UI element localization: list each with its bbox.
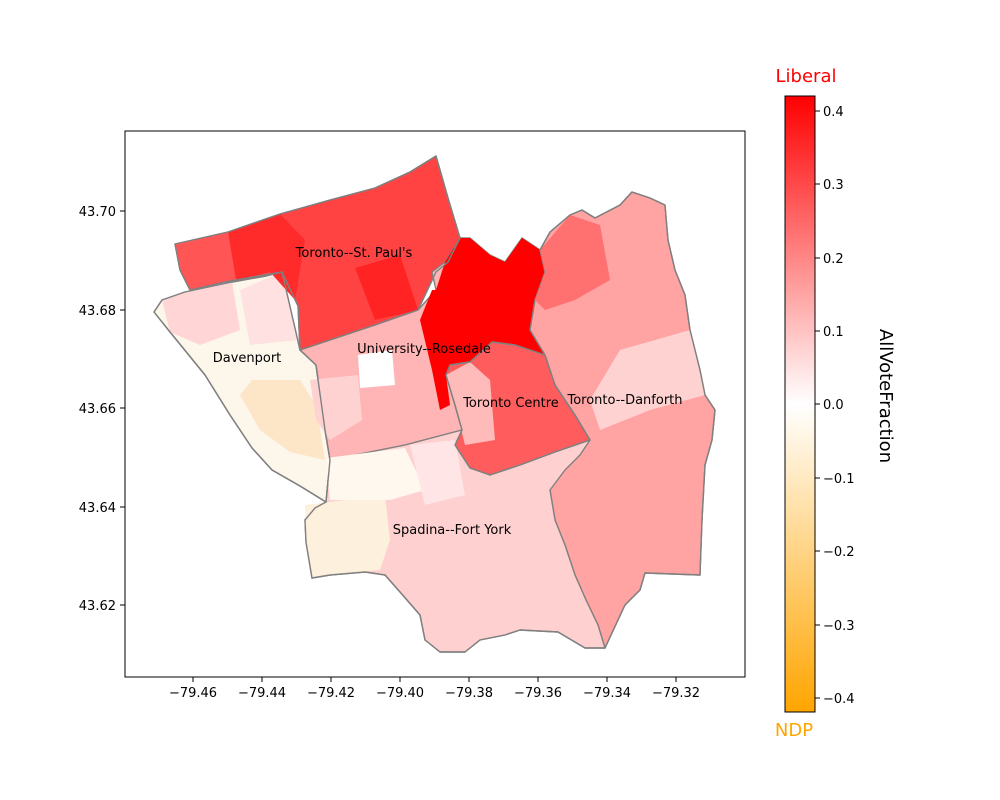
colorbar-tick: 0.1 xyxy=(815,325,844,340)
colorbar-tick: −0.3 xyxy=(815,619,855,634)
x-tick: −79.34 xyxy=(583,677,631,701)
x-tick-label: −79.42 xyxy=(307,686,355,701)
y-tick: 43.70 xyxy=(79,205,125,220)
colorbar-tick-label: −0.3 xyxy=(823,619,855,634)
colorbar-tick: 0.0 xyxy=(815,398,844,413)
district-label: Toronto--Danforth xyxy=(566,393,682,408)
district-label: Spadina--Fort York xyxy=(393,523,512,538)
colorbar-tick: 0.2 xyxy=(815,252,844,267)
colorbar-tick: −0.2 xyxy=(815,545,855,560)
x-tick-label: −79.40 xyxy=(376,686,424,701)
y-tick: 43.68 xyxy=(79,304,125,319)
x-tick-label: −79.36 xyxy=(514,686,562,701)
y-tick-label: 43.62 xyxy=(79,599,116,614)
colorbar-tick: −0.1 xyxy=(815,472,855,487)
x-tick-label: −79.38 xyxy=(445,686,493,701)
x-tick: −79.40 xyxy=(376,677,424,701)
st-pauls-subarea xyxy=(355,255,418,320)
spadina-subarea xyxy=(305,495,390,578)
colorbar-tick-label: −0.2 xyxy=(823,545,855,560)
centre-subarea xyxy=(446,362,495,445)
colorbar-tick-label: 0.4 xyxy=(823,105,844,120)
x-axis: −79.46 −79.44 −79.42 −79.40 −79.38 −79.3… xyxy=(169,677,700,701)
x-tick: −79.36 xyxy=(514,677,562,701)
colorbar-tick-label: 0.1 xyxy=(823,325,844,340)
rosedale-subarea xyxy=(358,350,395,388)
y-tick-label: 43.68 xyxy=(79,304,116,319)
spadina-subarea xyxy=(410,440,465,505)
davenport-subarea xyxy=(240,380,325,460)
colorbar-tick-label: −0.4 xyxy=(823,692,855,707)
davenport-subarea xyxy=(162,282,240,345)
x-tick: −79.38 xyxy=(445,677,493,701)
colorbar-tick: 0.4 xyxy=(815,105,844,120)
district-boundaries xyxy=(153,155,716,653)
davenport-subarea xyxy=(240,272,298,345)
colorbar-tick-label: 0.2 xyxy=(823,252,844,267)
danforth-subarea xyxy=(535,215,610,310)
y-tick-label: 43.70 xyxy=(79,205,116,220)
x-tick: −79.32 xyxy=(652,677,700,701)
colorbar-top-label: Liberal xyxy=(776,66,837,87)
district-label: Toronto--St. Paul's xyxy=(295,246,413,261)
x-tick: −79.44 xyxy=(238,677,286,701)
colorbar-bottom-label: NDP xyxy=(775,720,813,741)
colorbar-tick-label: −0.1 xyxy=(823,472,855,487)
district-label: Toronto Centre xyxy=(462,396,559,411)
danforth-subarea xyxy=(590,330,705,430)
y-tick-label: 43.66 xyxy=(79,402,116,417)
x-tick-label: −79.34 xyxy=(583,686,631,701)
y-axis: 43.62 43.64 43.66 43.68 43.70 xyxy=(79,205,125,614)
spadina-subarea xyxy=(326,448,425,500)
x-tick: −79.46 xyxy=(169,677,217,701)
y-tick: 43.62 xyxy=(79,599,125,614)
y-tick-label: 43.64 xyxy=(79,501,116,516)
colorbar-gradient xyxy=(784,95,816,713)
rosedale-subarea xyxy=(310,375,362,440)
x-tick-label: −79.44 xyxy=(238,686,286,701)
x-tick-label: −79.32 xyxy=(652,686,700,701)
y-tick: 43.64 xyxy=(79,501,125,516)
colorbar-tick: −0.4 xyxy=(815,692,855,707)
x-tick-label: −79.46 xyxy=(169,686,217,701)
y-tick: 43.66 xyxy=(79,402,125,417)
district-label: University--Rosedale xyxy=(357,342,491,357)
district-label: Davenport xyxy=(213,351,282,366)
colorbar-tick-label: 0.3 xyxy=(823,178,844,193)
colorbar-tick-label: 0.0 xyxy=(823,398,844,413)
colorbar: Liberal NDP 0.4 0.3 0.2 0.1 0.0 −0.1 −0.… xyxy=(775,66,896,741)
district-labels: Toronto--St. Paul's University--Rosedale… xyxy=(213,246,683,538)
st-pauls-subarea xyxy=(175,232,236,290)
colorbar-tick: 0.3 xyxy=(815,178,844,193)
rosedale-subarea xyxy=(420,238,545,410)
colorbar-title: AllVoteFraction xyxy=(875,329,896,463)
district-polygons xyxy=(153,155,716,653)
x-tick: −79.42 xyxy=(307,677,355,701)
